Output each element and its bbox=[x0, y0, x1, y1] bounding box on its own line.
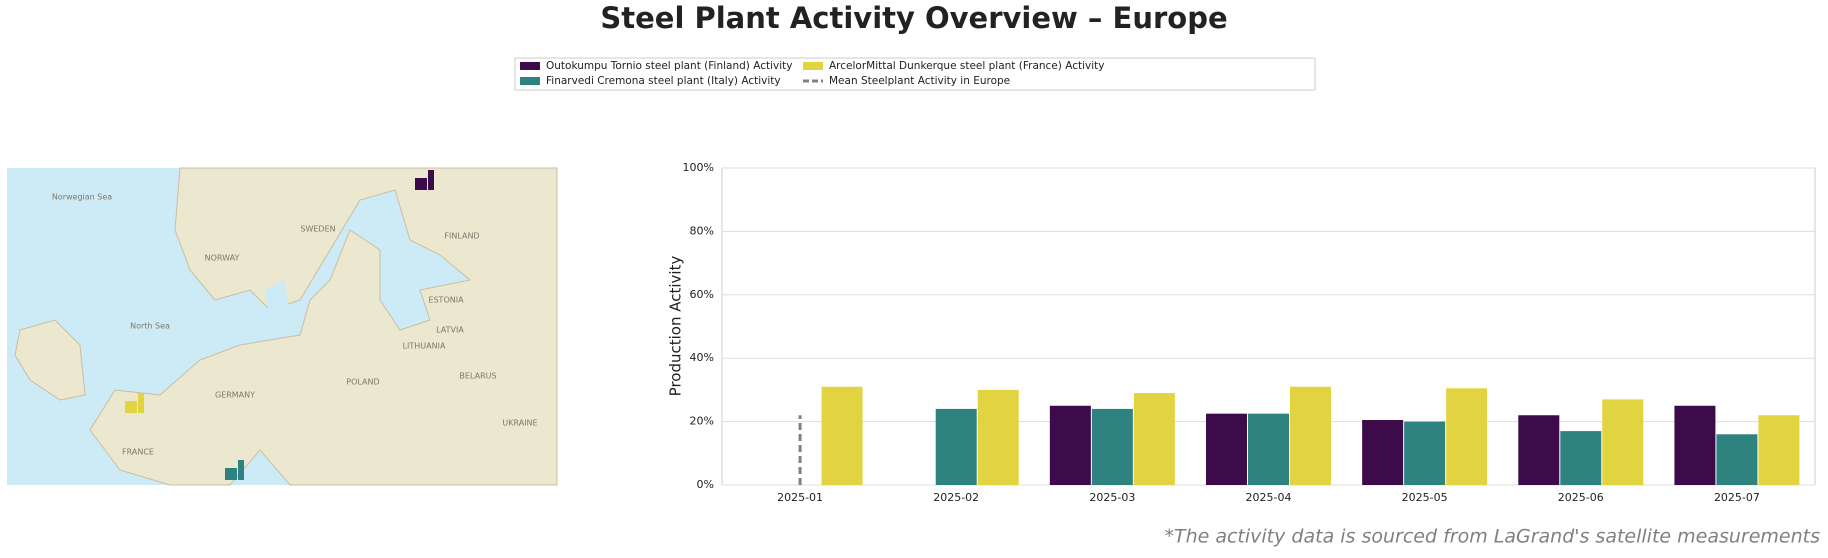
bar bbox=[1602, 399, 1644, 485]
map-label: GERMANY bbox=[215, 391, 255, 400]
map-label: UKRAINE bbox=[502, 419, 537, 428]
map bbox=[7, 167, 558, 486]
bar bbox=[1674, 405, 1716, 485]
bar bbox=[1290, 386, 1331, 485]
bar bbox=[1049, 405, 1091, 485]
x-tick-label: 2025-07 bbox=[1714, 491, 1760, 504]
map-label: POLAND bbox=[346, 378, 379, 387]
map-lake bbox=[265, 280, 290, 325]
map-label: FINLAND bbox=[444, 232, 479, 241]
x-tick-label: 2025-02 bbox=[933, 491, 979, 504]
map-land bbox=[14, 319, 86, 401]
bar bbox=[1446, 388, 1488, 485]
y-tick-label: 60% bbox=[690, 288, 714, 301]
map-label: NORWAY bbox=[205, 254, 240, 263]
y-axis-label: Production Activity bbox=[667, 256, 685, 397]
x-tick-label: 2025-01 bbox=[777, 491, 823, 504]
bar bbox=[1362, 420, 1404, 485]
legend-label: ArcelorMittal Dunkerque steel plant (Fra… bbox=[829, 60, 1104, 72]
bar bbox=[1758, 415, 1800, 485]
footnote: *The activity data is sourced from LaGra… bbox=[1164, 526, 1820, 548]
map-label: LITHUANIA bbox=[403, 342, 446, 351]
bar bbox=[1133, 393, 1175, 485]
map-label: SWEDEN bbox=[300, 225, 335, 234]
map-land bbox=[89, 167, 558, 486]
plant-icon bbox=[125, 401, 137, 413]
legend-label: Outokumpu Tornio steel plant (Finland) A… bbox=[546, 60, 792, 72]
legend-swatch bbox=[520, 62, 540, 70]
bar bbox=[1091, 408, 1133, 485]
bar bbox=[1518, 415, 1560, 485]
x-tick-label: 2025-05 bbox=[1402, 491, 1448, 504]
plant-icon bbox=[415, 178, 427, 190]
map-label: Norwegian Sea bbox=[52, 193, 112, 202]
bar bbox=[1404, 421, 1446, 485]
plant-icon bbox=[138, 393, 144, 413]
bar bbox=[821, 386, 863, 485]
x-tick-label: 2025-06 bbox=[1558, 491, 1604, 504]
map-label: FRANCE bbox=[122, 448, 154, 457]
bar bbox=[1248, 413, 1289, 485]
legend-box bbox=[514, 57, 1316, 91]
plant-icon bbox=[238, 460, 244, 480]
legend-swatch bbox=[520, 77, 540, 85]
x-tick-label: 2025-04 bbox=[1246, 491, 1292, 504]
y-tick-label: 20% bbox=[690, 415, 714, 428]
y-tick-label: 100% bbox=[683, 161, 714, 174]
legend-label: Mean Steelplant Activity in Europe bbox=[829, 75, 1010, 87]
map-label: BELARUS bbox=[459, 372, 496, 381]
bar bbox=[935, 408, 977, 485]
x-tick-label: 2025-03 bbox=[1089, 491, 1135, 504]
bar bbox=[1206, 413, 1247, 485]
legend-swatch bbox=[803, 62, 823, 70]
map-label: North Sea bbox=[130, 322, 170, 331]
legend-label: Finarvedi Cremona steel plant (Italy) Ac… bbox=[546, 75, 781, 87]
y-tick-label: 0% bbox=[697, 478, 714, 491]
bar bbox=[977, 389, 1019, 485]
bar bbox=[1560, 431, 1602, 485]
y-tick-label: 80% bbox=[690, 224, 714, 237]
map-label: ESTONIA bbox=[428, 296, 464, 305]
bar bbox=[1716, 434, 1758, 485]
y-tick-label: 40% bbox=[690, 351, 714, 364]
chart-title: Steel Plant Activity Overview – Europe bbox=[600, 1, 1227, 35]
plant-icon bbox=[428, 170, 434, 190]
plant-icon bbox=[225, 468, 237, 480]
map-label: LATVIA bbox=[436, 326, 464, 335]
